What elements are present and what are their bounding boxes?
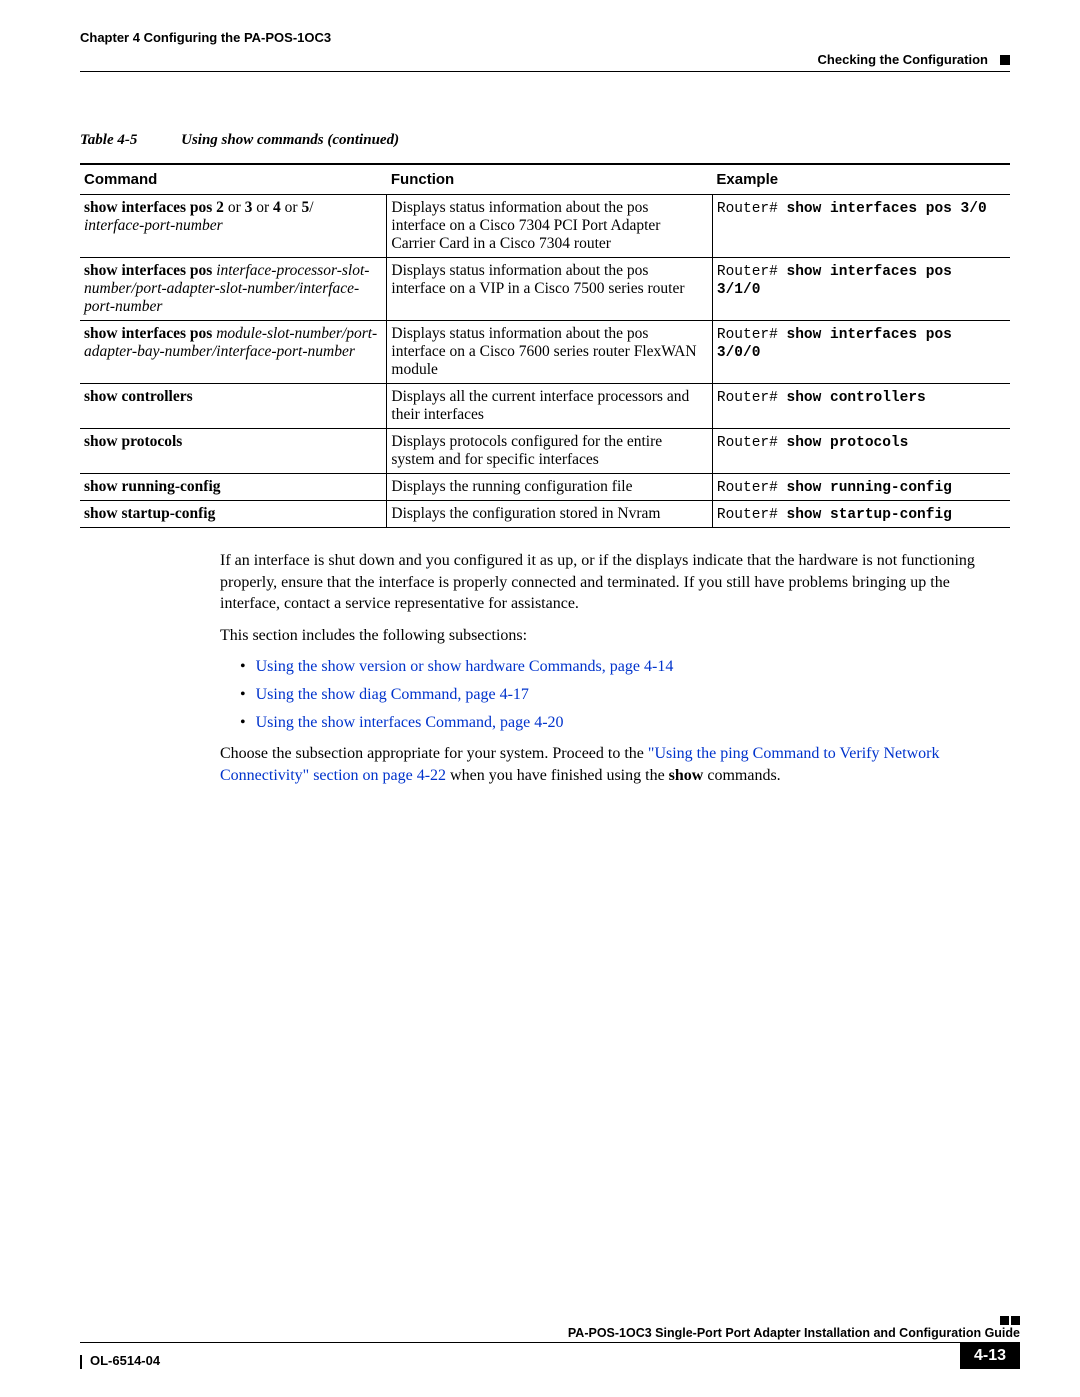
chapter-label: Chapter 4 Configuring the PA-POS-1OC3 xyxy=(80,30,331,45)
cell-function: Displays status information about the po… xyxy=(387,195,713,258)
page-footer: PA-POS-1OC3 Single-Port Port Adapter Ins… xyxy=(80,1326,1020,1369)
cell-example: Router# show running-config xyxy=(712,474,1010,501)
cell-example: Router# show interfaces pos 3/0/0 xyxy=(712,321,1010,384)
table-number: Table 4-5 xyxy=(80,132,137,148)
cell-function: Displays status information about the po… xyxy=(387,321,713,384)
cell-function: Displays protocols configured for the en… xyxy=(387,429,713,474)
paragraph: If an interface is shut down and you con… xyxy=(220,550,1010,615)
table-row: show controllersDisplays all the current… xyxy=(80,384,1010,429)
cell-example: Router# show startup-config xyxy=(712,501,1010,528)
book-title: PA-POS-1OC3 Single-Port Port Adapter Ins… xyxy=(80,1326,1020,1340)
link-list: Using the show version or show hardware … xyxy=(240,656,1010,733)
table-body: show interfaces pos 2 or 3 or 4 or 5/int… xyxy=(80,195,1010,528)
cell-command: show protocols xyxy=(80,429,387,474)
doc-id: OL-6514-04 xyxy=(80,1349,160,1369)
paragraph: Choose the subsection appropriate for yo… xyxy=(220,743,1010,786)
cell-example: Router# show controllers xyxy=(712,384,1010,429)
cell-function: Displays all the current interface proce… xyxy=(387,384,713,429)
footer-marker-icon xyxy=(998,1312,1020,1330)
cell-command: show interfaces pos 2 or 3 or 4 or 5/int… xyxy=(80,195,387,258)
body-content: If an interface is shut down and you con… xyxy=(220,550,1010,786)
table-row: show interfaces pos 2 or 3 or 4 or 5/int… xyxy=(80,195,1010,258)
cell-function: Displays the configuration stored in Nvr… xyxy=(387,501,713,528)
cell-example: Router# show interfaces pos 3/1/0 xyxy=(712,258,1010,321)
col-command: Command xyxy=(80,164,387,195)
cell-command: show interfaces pos module-slot-number/p… xyxy=(80,321,387,384)
table-row: show running-configDisplays the running … xyxy=(80,474,1010,501)
xref-link[interactable]: Using the show diag Command, page 4-17 xyxy=(256,686,529,703)
cell-command: show running-config xyxy=(80,474,387,501)
section-label: Checking the Configuration xyxy=(818,52,988,67)
table-caption: Table 4-5 Using show commands (continued… xyxy=(80,132,1010,149)
cell-function: Displays the running configuration file xyxy=(387,474,713,501)
col-function: Function xyxy=(387,164,713,195)
cell-example: Router# show interfaces pos 3/0 xyxy=(712,195,1010,258)
page-number: 4-13 xyxy=(960,1343,1020,1369)
cell-example: Router# show protocols xyxy=(712,429,1010,474)
table-title: Using show commands (continued) xyxy=(181,132,399,148)
page-header: Chapter 4 Configuring the PA-POS-1OC3 Ch… xyxy=(80,30,1010,72)
table-row: show interfaces pos interface-processor-… xyxy=(80,258,1010,321)
paragraph: This section includes the following subs… xyxy=(220,625,1010,647)
header-marker-icon xyxy=(1000,55,1010,65)
cell-command: show interfaces pos interface-processor-… xyxy=(80,258,387,321)
xref-link[interactable]: Using the show version or show hardware … xyxy=(256,658,674,675)
table-row: show startup-configDisplays the configur… xyxy=(80,501,1010,528)
cell-command: show startup-config xyxy=(80,501,387,528)
cell-function: Displays status information about the po… xyxy=(387,258,713,321)
table-header-row: Command Function Example xyxy=(80,164,1010,195)
commands-table: Command Function Example show interfaces… xyxy=(80,163,1010,528)
table-row: show interfaces pos module-slot-number/p… xyxy=(80,321,1010,384)
table-row: show protocolsDisplays protocols configu… xyxy=(80,429,1010,474)
cell-command: show controllers xyxy=(80,384,387,429)
col-example: Example xyxy=(712,164,1010,195)
xref-link[interactable]: Using the show interfaces Command, page … xyxy=(256,714,564,731)
